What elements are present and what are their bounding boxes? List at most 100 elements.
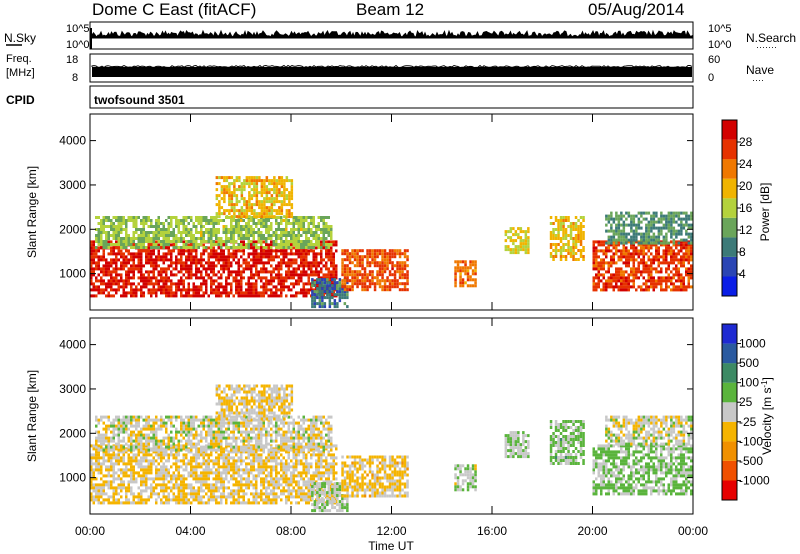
velocity-echo-cell [192,489,195,493]
power-echo-cell [313,284,317,288]
power-echo-cell [255,182,259,186]
power-echo-cell [302,249,305,253]
velocity-echo-cell [117,486,120,490]
power-echo-cell [207,255,210,259]
power-echo-cell [612,279,615,283]
velocity-echo-cell [170,498,173,502]
velocity-echo-cell [192,495,195,499]
velocity-echo-cell [110,501,113,505]
power-echo-cell [391,249,394,253]
power-echo-cell [685,220,688,224]
power-echo-cell [275,191,279,195]
power-echo-cell [155,267,158,271]
power-echo-cell [135,222,138,225]
power-echo-cell [287,267,290,271]
power-echo-cell [147,282,150,286]
power-echo-cell [662,217,666,221]
power-echo-cell [120,264,123,268]
velocity-echo-cell [267,486,270,490]
power-echo-cell [393,249,397,253]
power-echo-cell [107,285,110,289]
power-echo-cell [243,197,246,201]
power-echo-cell [318,281,322,285]
power-echo-cell [343,267,347,271]
power-echo-cell [197,261,200,265]
power-echo-cell [135,231,138,234]
power-echo-cell [182,288,185,292]
power-echo-cell [125,237,128,240]
power-echo-cell [640,214,643,218]
power-echo-cell [172,216,175,219]
velocity-echo-cell [205,474,208,478]
power-echo-cell [278,188,281,192]
power-echo-cell [642,238,646,242]
velocity-echo-cell [227,486,230,490]
velocity-echo-cell [210,453,213,457]
power-echo-cell [212,249,215,253]
power-echo-cell [343,285,347,289]
power-echo-cell [557,222,560,225]
power-echo-cell [252,240,255,244]
power-echo-cell [637,241,641,245]
freq-left-label: Freq. [6,53,32,65]
power-echo-cell [577,237,580,240]
power-echo-cell [381,273,384,277]
power-echo-cell [675,246,678,250]
power-echo-cell [220,285,223,289]
power-echo-cell [615,261,618,265]
power-echo-cell [381,252,384,256]
power-echo-cell [685,285,688,289]
velocity-echo-cell [110,480,113,484]
cpid-panel-frame [89,85,694,109]
power-echo-cell [228,197,231,201]
power-echo-cell [600,258,603,262]
power-echo-cell [255,191,259,195]
power-echo-cell [122,261,125,265]
power-echo-cell [655,238,658,242]
power-echo-cell [160,234,163,237]
nave-dots: ···· [752,75,764,85]
power-echo-cell [110,261,113,265]
power-echo-cell [640,246,643,250]
velocity-echo-cell [160,477,163,481]
power-echo-cell [317,240,320,243]
power-echo-cell [620,241,623,245]
velocity-echo-cell [102,489,105,493]
power-echo-cell [625,211,628,215]
power-echo-cell [317,264,320,268]
power-echo-cell [302,264,305,268]
velocity-echo-cell [155,492,158,496]
power-echo-cell [341,285,344,289]
power-echo-cell [247,219,250,222]
power-echo-cell [302,219,305,222]
velocity-echo-cell [112,489,115,493]
power-echo-cell [265,206,269,210]
power-echo-cell [348,252,352,256]
power-echo-cell [627,240,630,244]
power-echo-cell [127,240,130,243]
velocity-echo-cell [135,501,138,505]
power-echo-cell [285,279,288,283]
power-echo-cell [130,219,133,222]
power-echo-cell [185,240,188,243]
power-echo-cell [205,246,208,249]
power-echo-cell [381,264,384,268]
power-echo-cell [622,235,626,239]
power-echo-cell [307,282,310,286]
power-echo-cell [620,214,623,218]
power-echo-cell [690,243,693,247]
power-echo-cell [368,264,372,268]
velocity-echo-cell [107,465,110,469]
velocity-echo-cell [160,498,163,502]
velocity-echo-cell [242,495,245,499]
power-echo-cell [637,255,640,259]
power-echo-cell [100,237,103,240]
power-echo-cell [378,273,382,277]
power-echo-cell [227,264,230,268]
velocity-echo-cell [255,477,258,481]
power-echo-cell [110,249,113,253]
power-echo-cell [257,255,260,259]
power-echo-cell [132,261,135,265]
velocity-echo-cell [162,450,165,454]
